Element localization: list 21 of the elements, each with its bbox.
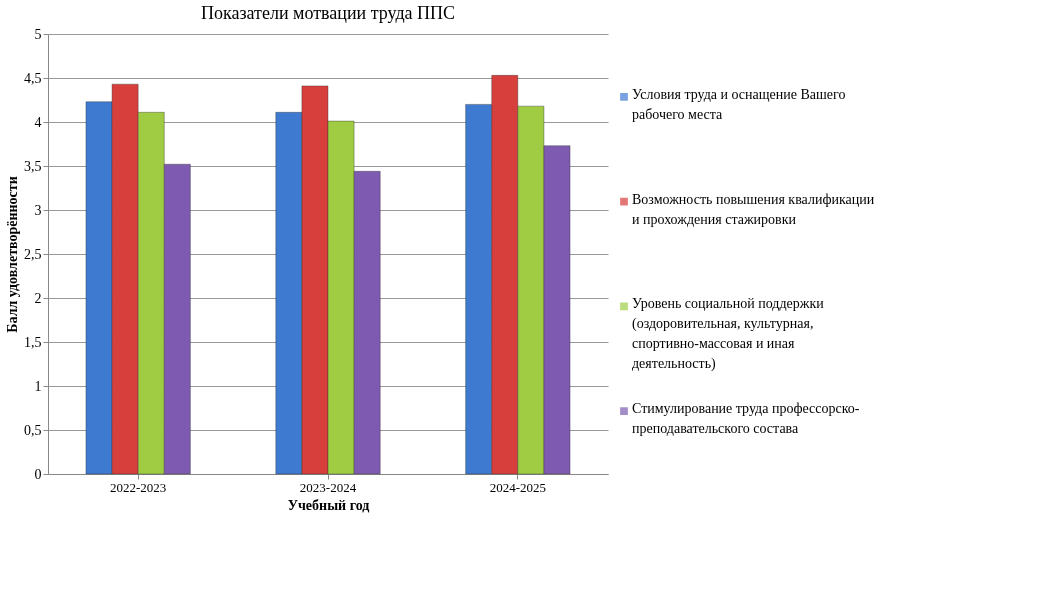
y-axis-title: Балл удовлетворённости (5, 176, 20, 333)
legend-label: Стимулирование труда профессорско-преподавательского состава (632, 401, 860, 437)
legend-label: Уровень социальной поддержки (оздоровительная, культурная, спортивно-массовая и иная деятельность) (632, 296, 825, 373)
y-tick-label: 4,5 (24, 70, 42, 86)
x-axis-title: Учебный год (287, 497, 370, 513)
y-tick-label: 0 (34, 466, 42, 482)
y-tick-label: 2,5 (24, 246, 42, 262)
x-tick-label: 2023-2024 (299, 479, 357, 495)
x-tick-label: 2022-2023 (110, 479, 167, 495)
legend-label: Условия труда и оснащение Вашего рабочего места (632, 86, 846, 122)
y-tick-label: 3 (34, 202, 42, 218)
chart-title: Показатели мотвации труда ППС (200, 3, 456, 23)
y-tick-label: 0,5 (24, 422, 42, 438)
y-tick-label: 4 (34, 114, 42, 130)
y-tick-label: 5 (34, 26, 42, 42)
y-tick-label: 2 (34, 290, 42, 306)
y-tick-label: 1 (34, 378, 42, 394)
y-tick-label: 1,5 (24, 334, 42, 350)
y-tick-label: 3,5 (24, 158, 42, 174)
x-tick-label: 2024-2025 (489, 479, 546, 495)
legend-label: Возможность повышения квалификации и прохождения стажировки (632, 191, 875, 227)
